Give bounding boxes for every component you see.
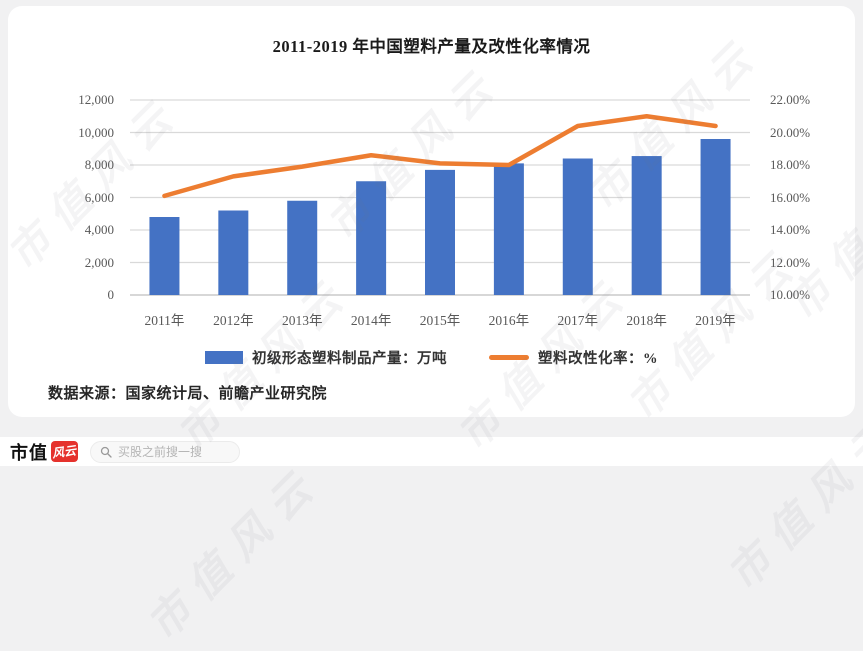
- bar-2017年: [562, 158, 593, 295]
- right-axis-tick: 16.00%: [770, 189, 811, 205]
- bar-2015年: [425, 169, 455, 295]
- search-icon: [100, 446, 112, 458]
- left-axis-tick: 0: [107, 287, 115, 302]
- left-axis-tick: 12,000: [78, 92, 114, 107]
- left-axis-tick: 6,000: [84, 189, 114, 205]
- search-bar[interactable]: [90, 440, 240, 463]
- x-axis-label: 2017年: [557, 313, 599, 328]
- bar-2018年: [631, 156, 662, 295]
- x-axis-label: 2019年: [695, 313, 736, 328]
- legend-label: 初级形态塑料制品产量：万吨: [252, 351, 447, 367]
- x-axis-label: 2011年: [144, 313, 185, 328]
- x-axis-label: 2013年: [281, 313, 323, 328]
- brand-logo[interactable]: 风云: [51, 441, 78, 462]
- legend-line-swatch: [489, 355, 529, 360]
- left-axis-tick: 2,000: [84, 254, 114, 270]
- left-axis-tick: 10,000: [78, 124, 114, 140]
- bar-2016年: [493, 163, 524, 295]
- line-series: [162, 114, 718, 199]
- right-axis-tick: 12.00%: [770, 254, 811, 270]
- right-axis-tick: 18.00%: [770, 157, 811, 172]
- right-axis-tick: 22.00%: [770, 92, 811, 107]
- x-axis-label: 2014年: [350, 313, 392, 328]
- x-axis-label: 2016年: [488, 313, 530, 328]
- bar-2019年: [700, 139, 731, 295]
- left-axis-tick: 4,000: [84, 222, 114, 237]
- chart-legend: 初级形态塑料制品产量：万吨 塑料改性化率：%: [8, 347, 855, 368]
- brand-logo-text: 风云: [51, 443, 78, 461]
- legend-label: 塑料改性化率：%: [538, 351, 658, 367]
- right-axis-tick: 20.00%: [770, 124, 811, 140]
- legend-item: 塑料改性化率：%: [489, 347, 658, 368]
- bar-2012年: [218, 210, 249, 295]
- x-axis-label: 2018年: [626, 313, 667, 328]
- left-axis-tick: 8,000: [84, 157, 114, 172]
- chart-title: 2011-2019 年中国塑料产量及改性化率情况: [272, 37, 591, 56]
- watermark-text: 市值风云: [717, 406, 863, 600]
- right-axis-tick: 14.00%: [770, 222, 811, 237]
- combo-chart: [130, 99, 750, 296]
- bar-2011年: [149, 217, 180, 295]
- legend-bar-swatch: [205, 351, 243, 364]
- source-note: 数据来源：国家统计局、前瞻产业研究院: [48, 386, 328, 402]
- x-axis-label: 2015年: [419, 313, 461, 328]
- right-axis-tick: 10.00%: [770, 287, 811, 302]
- chart-card: 2011-2019 年中国塑料产量及改性化率情况 12,000 10,000 8,0…: [8, 6, 855, 417]
- legend-item: 初级形态塑料制品产量：万吨: [205, 347, 447, 368]
- bottom-app-bar: 市值 风云: [0, 437, 863, 466]
- x-axis-label: 2012年: [213, 313, 254, 328]
- brand-text: 市值: [10, 442, 48, 463]
- watermark-text: 市值风云: [137, 456, 331, 650]
- bar-2013年: [287, 200, 318, 295]
- bar-2014年: [356, 181, 387, 295]
- search-input[interactable]: [118, 444, 228, 459]
